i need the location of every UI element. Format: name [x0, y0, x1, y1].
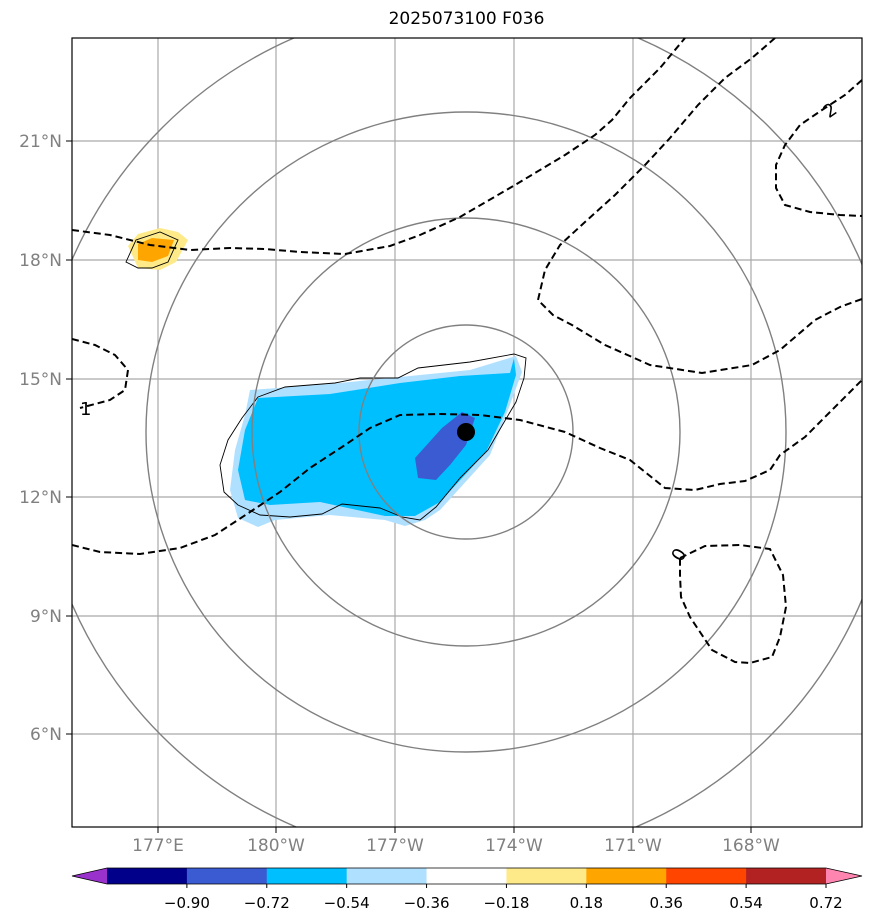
- lat-label: 6°N: [30, 725, 62, 745]
- colorbar-tick-label: 0.36: [650, 894, 683, 912]
- lon-label: 171°W: [604, 836, 662, 856]
- colorbar-segment: [107, 868, 188, 884]
- lon-label: 177°E: [132, 836, 184, 856]
- map-frame: [71, 37, 863, 828]
- lat-label: 15°N: [19, 370, 62, 390]
- anomaly-orange-area: [138, 238, 174, 262]
- anomaly-outline-north: [125, 231, 179, 269]
- lon-label: 168°W: [722, 836, 780, 856]
- colorbar-outline: [71, 867, 863, 885]
- colorbar-tick-label: −0.18: [483, 894, 529, 912]
- colorbar-extend-max: [826, 868, 862, 884]
- colorbar-segment: [666, 868, 747, 884]
- colorbar-tick-label: −0.72: [244, 894, 290, 912]
- colorbar-extend-min: [72, 868, 107, 884]
- longitude-labels: 177°E 180°W 177°W 174°W 171°W 168°W: [132, 836, 780, 856]
- contour-label-1: 1: [80, 399, 91, 420]
- colorbar-tick-label: −0.36: [404, 894, 450, 912]
- dashed-contours: [72, 38, 862, 665]
- axis-ticks: [66, 140, 752, 833]
- colorbar-tick-label: −0.90: [164, 894, 210, 912]
- colorbar-tick-label: 0.72: [809, 894, 842, 912]
- colorbar-segment: [746, 868, 827, 884]
- storm-center-dot: [457, 423, 475, 441]
- colorbar: −0.90 −0.72 −0.54 −0.36 −0.18 0.18 0.36 0.54 0.7…: [71, 867, 863, 912]
- latitude-labels: 21°N 18°N 15°N 12°N 9°N 6°N: [19, 132, 62, 745]
- contour-label-2: 2: [820, 99, 841, 123]
- colorbar-segment: [346, 868, 428, 884]
- lat-label: 12°N: [19, 488, 62, 508]
- colorbar-segment: [426, 868, 507, 884]
- colorbar-segment: [266, 868, 348, 884]
- anomaly-blue-area: [238, 358, 516, 516]
- range-rings: [72, 38, 862, 827]
- colorbar-segment: [506, 868, 587, 884]
- lat-label: 21°N: [19, 132, 62, 152]
- colorbar-segment: [186, 868, 268, 884]
- colorbar-tick-label: 0.54: [729, 894, 762, 912]
- map-title: 2025073100 F036: [388, 9, 545, 29]
- lon-label: 174°W: [485, 836, 543, 856]
- lon-label: 180°W: [247, 836, 305, 856]
- lat-label: 18°N: [19, 251, 62, 271]
- colorbar-tick-label: 0.18: [570, 894, 603, 912]
- colorbar-segment: [586, 868, 667, 884]
- lat-label: 9°N: [30, 607, 62, 627]
- lon-label: 177°W: [366, 836, 424, 856]
- contour-label-0: 0: [667, 545, 691, 565]
- colorbar-tick-label: −0.54: [324, 894, 370, 912]
- anomaly-outline-main: [219, 353, 527, 521]
